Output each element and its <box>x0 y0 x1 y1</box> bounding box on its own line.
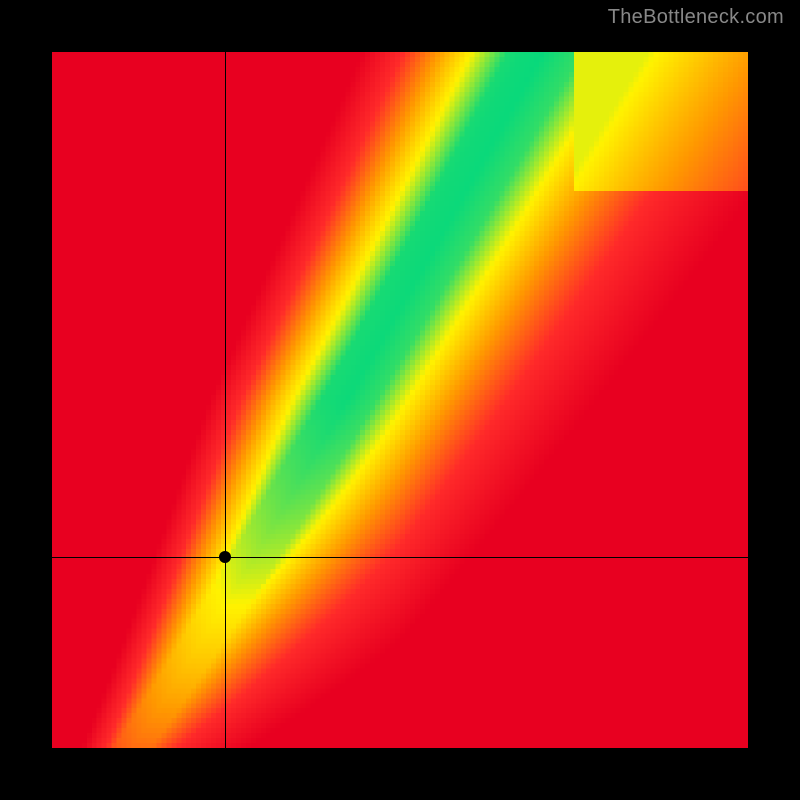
heatmap-canvas <box>52 52 748 748</box>
plot-frame <box>40 40 760 760</box>
crosshair-vertical <box>225 52 226 748</box>
crosshair-horizontal <box>52 557 748 558</box>
intersection-marker <box>219 551 231 563</box>
watermark: TheBottleneck.com <box>608 6 784 29</box>
